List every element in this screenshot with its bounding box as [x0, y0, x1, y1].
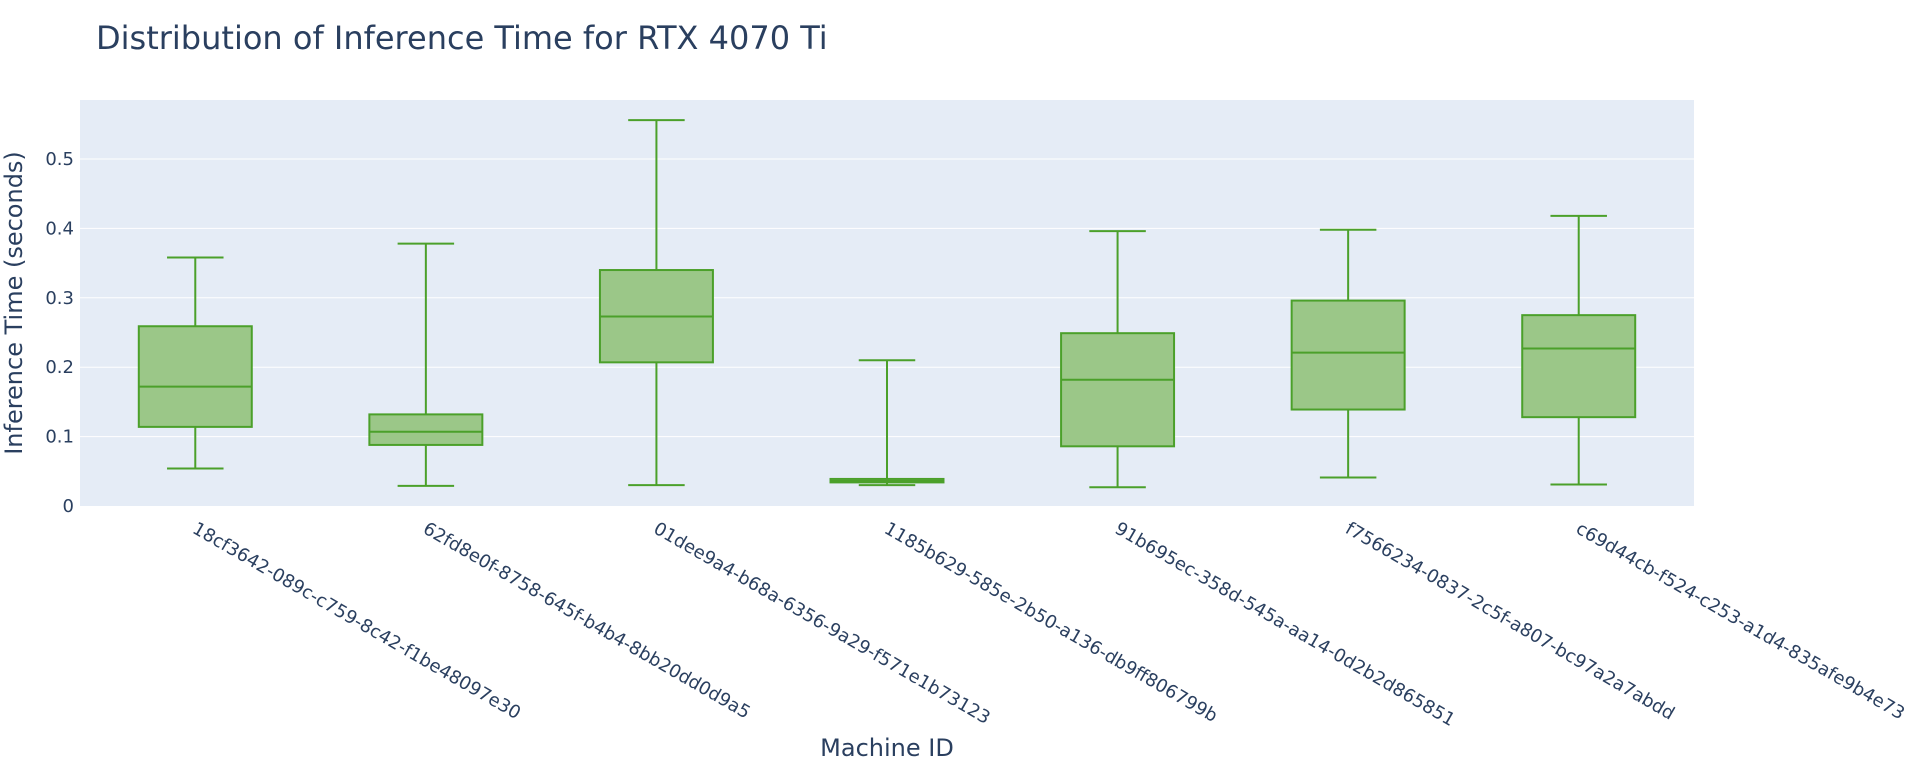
chart-title: Distribution of Inference Time for RTX 4…: [96, 19, 828, 57]
box-1: [137, 256, 253, 470]
y-axis-ticks: 0 0.1 0.2 0.3 0.4 0.5: [45, 149, 74, 517]
box-4: [829, 359, 945, 487]
box-7: [1521, 214, 1637, 486]
y-tick-label: 0.1: [45, 427, 74, 448]
box-5: [1060, 230, 1176, 489]
boxes: [137, 119, 1637, 489]
y-axis-title: Inference Time (seconds): [0, 151, 28, 455]
box-iqr: [1521, 314, 1637, 419]
y-tick-label: 0.3: [45, 288, 74, 309]
box-iqr: [1060, 332, 1176, 448]
box-3: [598, 119, 714, 487]
y-tick-label: 0.5: [45, 149, 74, 170]
box-iqr: [368, 413, 484, 446]
box-2: [368, 242, 484, 487]
y-tick-label: 0: [63, 496, 74, 517]
y-tick-label: 0.2: [45, 357, 74, 378]
box-iqr: [1290, 299, 1406, 411]
x-axis-title: Machine ID: [820, 734, 954, 762]
x-axis-ticks: 18cf3642-089c-c759-8c42-f1be48097e3062fd…: [189, 518, 1908, 731]
box-6: [1290, 228, 1406, 479]
y-tick-label: 0.4: [45, 218, 74, 239]
box-iqr: [137, 325, 253, 428]
